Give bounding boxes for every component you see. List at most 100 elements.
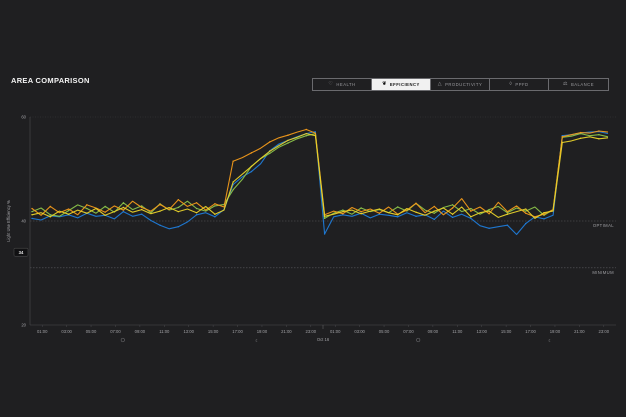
series-point (86, 207, 88, 210)
series-point (378, 213, 381, 215)
series-point (543, 214, 545, 216)
series-point (250, 170, 253, 173)
series-point (232, 160, 234, 162)
series-point (470, 207, 472, 210)
bulb-icon: ◊ (509, 81, 513, 87)
series-point (86, 204, 88, 206)
x-tick-label: 03:00 (61, 329, 72, 334)
series-point (31, 207, 33, 210)
tab-efficiency[interactable]: ❦ EFFICIENCY (372, 79, 431, 90)
series-point (433, 212, 435, 214)
reference-line-label: MINIMUM (592, 270, 614, 275)
current-value-text: 34 (19, 250, 24, 255)
series-point (433, 205, 435, 208)
moon-icon: ☾ (548, 338, 552, 343)
tab-health[interactable]: ♡ HEALTH (313, 79, 372, 90)
series-point (378, 212, 381, 214)
series-point (488, 210, 490, 212)
y-tick-label: 60 (21, 115, 26, 120)
series-point (470, 217, 472, 220)
series-point (488, 208, 490, 211)
flask-icon: △ (437, 81, 443, 87)
series-point (397, 214, 399, 216)
series-point (141, 205, 143, 207)
tab-label: PPFD (515, 82, 529, 87)
series-point (177, 198, 179, 201)
series-point (159, 224, 161, 226)
scale-icon: ⚖ (562, 81, 568, 87)
x-tick-label: 23:00 (306, 329, 317, 334)
moon-icon: ☾ (255, 338, 259, 343)
series-point (159, 210, 161, 212)
series-point (525, 212, 527, 214)
series-point (232, 189, 234, 191)
series-point (141, 213, 143, 215)
x-tick-label: 23:00 (599, 329, 610, 334)
x-tick-label: 15:00 (208, 329, 219, 334)
series-point (342, 209, 344, 211)
series-point (104, 205, 106, 208)
x-tick-label: 01:00 (330, 329, 341, 334)
series-point (195, 207, 198, 210)
series-point (543, 218, 545, 220)
series-point (269, 141, 271, 143)
series-line (31, 133, 609, 219)
leaf-icon: ❦ (382, 81, 387, 87)
reference-lines: OPTIMAL MINIMUM (30, 220, 616, 275)
series-point (122, 202, 125, 204)
x-tick-label: 21:00 (574, 329, 585, 334)
series-point (177, 210, 179, 213)
series-point (543, 211, 545, 214)
current-value-box (13, 247, 29, 257)
series-point (31, 214, 33, 216)
tab-balance[interactable]: ⚖ BALANCE (549, 79, 608, 90)
series-point (561, 135, 563, 137)
series-point (598, 133, 600, 136)
series-point (543, 213, 545, 215)
series-point (305, 132, 307, 135)
series-point (342, 213, 344, 215)
series-point (269, 152, 271, 155)
series-point (214, 205, 216, 207)
x-tick-label: 07:00 (403, 329, 414, 334)
series-point (598, 138, 600, 140)
reference-line-label: OPTIMAL (593, 223, 614, 228)
tab-label: EFFICIENCY (389, 82, 420, 87)
series-point (451, 204, 454, 206)
series-point (195, 214, 198, 216)
tab-productivity[interactable]: △ PRODUCTIVITY (431, 79, 490, 90)
x-tick-label: 05:00 (379, 329, 390, 334)
series-point (506, 224, 509, 226)
series-point (49, 214, 51, 216)
series-point (598, 130, 600, 132)
series-point (342, 214, 344, 216)
x-tick-label: 13:00 (183, 329, 194, 334)
y-tick-label: 20 (21, 323, 26, 328)
series-point (579, 132, 582, 135)
series-point (250, 152, 253, 154)
axes: 60 40 20 Light Use Efficiency % 01:00 03:00 05… (6, 115, 616, 343)
tab-ppfd[interactable]: ◊ PPFD (490, 79, 549, 90)
y-axis-title: Light Use Efficiency % (6, 200, 11, 242)
sun-icon (120, 337, 125, 343)
series-point (451, 207, 454, 209)
series-point (269, 150, 271, 153)
x-tick-label: 17:00 (525, 329, 536, 334)
series-point (415, 215, 417, 218)
series-point (31, 217, 33, 220)
series-point (177, 226, 179, 228)
series-point (104, 211, 106, 213)
series-point (506, 210, 509, 213)
x-tick-label: 15:00 (501, 329, 512, 334)
series-point (86, 212, 88, 214)
x-tick-label: 09:00 (428, 329, 439, 334)
series-point (579, 137, 582, 140)
series-point (159, 203, 161, 206)
series-point (287, 134, 289, 136)
series-point (433, 218, 435, 221)
tab-label: BALANCE (570, 82, 595, 87)
series-point (397, 206, 399, 208)
x-tick-label: 13:00 (476, 329, 487, 334)
series-point (561, 136, 563, 138)
